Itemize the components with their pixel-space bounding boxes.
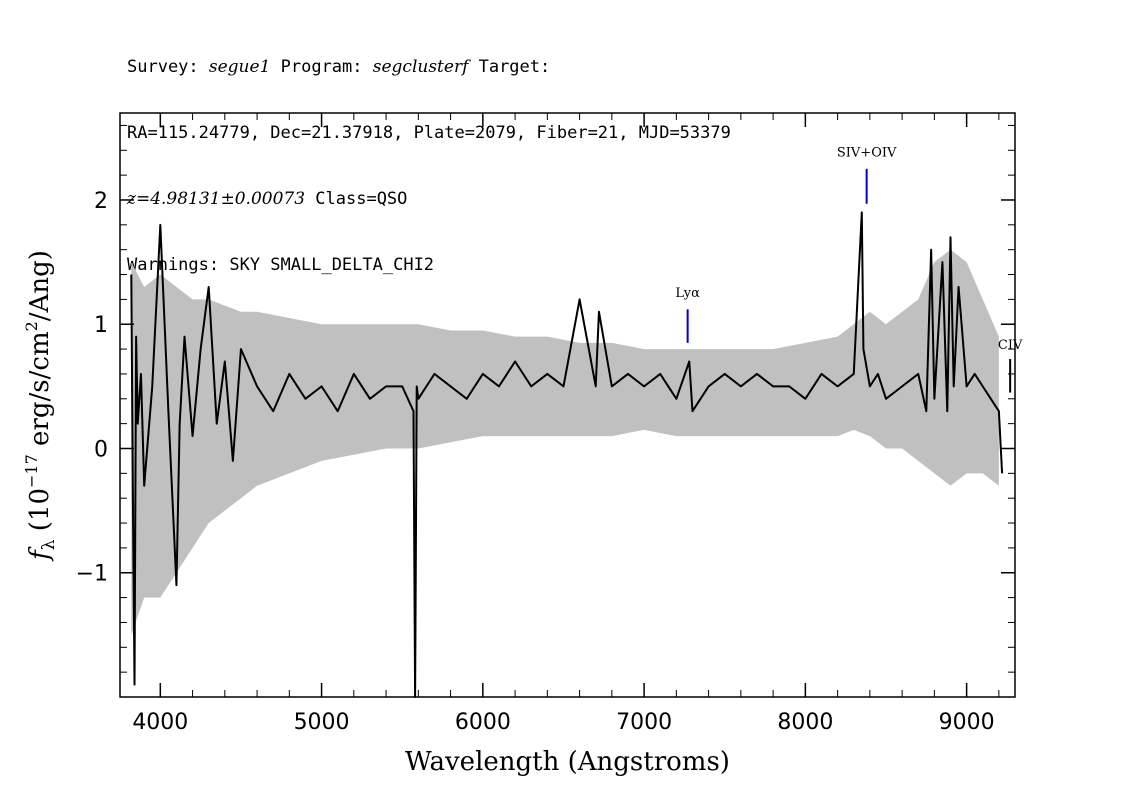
line-marker-layer: Lyα SIV+OIV CIV [675,145,1023,393]
x-tick-label-1: 5000 [294,710,350,735]
program-value: segclusterf [372,57,469,77]
plot-frame [119,112,1016,698]
x-tick-label-3: 7000 [616,710,672,735]
flux-line [130,211,1004,698]
program-label: Program: [270,57,373,77]
class-value: Class=QSO [305,189,408,209]
line-marker-label-0: Lyα [675,286,700,301]
x-tick-label-5: 9000 [939,710,995,735]
line-marker-label-2: CIV [998,338,1023,353]
target-label: Target: [468,57,551,77]
y-tick-label-3: 2 [94,189,108,214]
y-tick-label-1: 0 [94,437,108,462]
survey-label: Survey: [127,57,209,77]
x-tick-label-2: 6000 [455,710,511,735]
tick-layer: 4000 5000 6000 7000 8000 9000 −1 0 1 2 [76,113,1015,735]
y-axis-title: fλ (10−17 erg/s/cm2/Ang) [22,250,59,562]
header-line-redshift: z=4.98131±0.00073 Class=QSO [127,188,731,210]
y-tick-label-0: −1 [76,562,108,587]
x-axis-title: Wavelength (Angstroms) [405,747,730,777]
y-tick-label-2: 1 [94,313,108,338]
header-line-coordinates: RA=115.24779, Dec=21.37918, Plate=2079, … [127,123,731,143]
flux-layer [130,211,1004,698]
header-line-survey: Survey: segue1 Program: segclusterf Targ… [127,56,731,78]
error-band-layer [131,249,999,635]
x-tick-label-4: 8000 [777,710,833,735]
x-tick-label-0: 4000 [132,710,188,735]
survey-value: segue1 [208,57,271,77]
redshift-value: z=4.98131±0.00073 [127,189,306,209]
line-marker-label-1: SIV+OIV [837,145,897,160]
spectrum-header: Survey: segue1 Program: segclusterf Targ… [127,12,731,298]
error-band [131,249,999,635]
header-line-warnings: Warnings: SKY SMALL_DELTA_CHI2 [127,255,435,275]
